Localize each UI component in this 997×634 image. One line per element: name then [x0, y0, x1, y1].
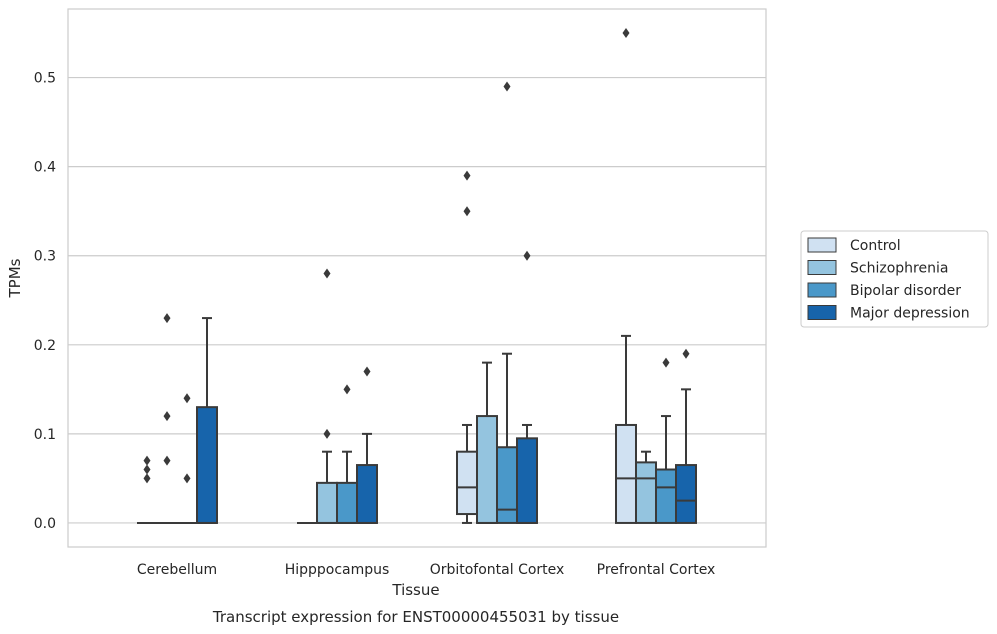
- legend-label: Control: [850, 238, 901, 254]
- x-axis-label: Tissue: [391, 581, 439, 599]
- box-group: [476, 361, 498, 524]
- outlier-point: [363, 366, 371, 377]
- legend-label: Bipolar disorder: [850, 283, 961, 299]
- box: [496, 446, 518, 524]
- y-tick-label: 0.3: [34, 249, 56, 265]
- box-group: [196, 317, 218, 524]
- box: [316, 481, 338, 524]
- y-tick-label: 0.4: [34, 160, 56, 176]
- box-group: [336, 384, 358, 524]
- box: [196, 406, 218, 524]
- box: [635, 461, 657, 524]
- y-tick-label: 0.2: [34, 338, 56, 354]
- outlier-point: [183, 393, 191, 404]
- x-tick-label: Orbitofontal Cortex: [430, 562, 565, 578]
- box-group: [456, 170, 478, 524]
- box-group: [496, 81, 518, 524]
- plot-area-frame: [67, 8, 767, 548]
- outlier-point: [163, 411, 171, 422]
- box: [456, 450, 478, 516]
- box: [336, 481, 358, 524]
- box: [476, 415, 498, 524]
- outlier-point: [622, 28, 630, 39]
- x-tick-label: Cerebellum: [137, 562, 217, 578]
- y-tick-label: 0.1: [34, 427, 56, 443]
- legend-swatch: [807, 237, 837, 253]
- outlier-point: [523, 250, 531, 261]
- outlier-point: [163, 455, 171, 466]
- box-group: [137, 455, 157, 524]
- outlier-point: [143, 473, 151, 484]
- outlier-point: [503, 81, 511, 92]
- box-group: [316, 268, 338, 524]
- y-tick-label: 0.0: [34, 516, 56, 532]
- outlier-point: [323, 428, 331, 439]
- outlier-point: [662, 357, 670, 368]
- box-group: [675, 348, 697, 524]
- outlier-point: [343, 384, 351, 395]
- legend-swatch: [807, 282, 837, 298]
- y-axis-label: TPMs: [6, 258, 24, 298]
- box: [675, 464, 697, 524]
- chart-caption: Transcript expression for ENST0000045503…: [212, 608, 619, 626]
- outlier-point: [463, 170, 471, 181]
- legend-swatch: [807, 305, 837, 320]
- legend-frame: [800, 230, 989, 328]
- outlier-point: [463, 206, 471, 217]
- box-series: [137, 28, 697, 524]
- y-tick-label: 0.5: [34, 71, 56, 87]
- outlier-point: [682, 348, 690, 359]
- legend-label: Schizophrenia: [850, 261, 948, 277]
- outlier-point: [143, 455, 151, 466]
- outlier-point: [323, 268, 331, 279]
- outlier-point: [163, 313, 171, 324]
- legend-swatch: [807, 260, 837, 275]
- legend-label: Major depression: [850, 306, 970, 322]
- box-group: [157, 313, 177, 524]
- x-tick-label: Hipppocampus: [285, 562, 390, 578]
- outlier-point: [183, 473, 191, 484]
- y-tick-labels: 0.0 0.1 0.2 0.3 0.4 0.5: [34, 71, 56, 532]
- y-gridlines: [68, 76, 766, 524]
- legend: Control Schizophrenia Bipolar disorder Majo…: [800, 230, 989, 328]
- box-group: [615, 28, 637, 524]
- box: [356, 464, 378, 524]
- outlier-point: [143, 464, 151, 475]
- box: [516, 437, 538, 524]
- x-tick-label: Prefrontal Cortex: [597, 562, 716, 578]
- box: [615, 423, 637, 524]
- box: [655, 468, 677, 524]
- box-group: [655, 357, 677, 524]
- box-group: [177, 393, 197, 524]
- x-tick-labels: Cerebellum Hipppocampus Orbitofontal Corte…: [137, 562, 715, 578]
- box-group: [635, 450, 657, 524]
- box-group: [356, 366, 378, 524]
- box-group: [516, 250, 538, 524]
